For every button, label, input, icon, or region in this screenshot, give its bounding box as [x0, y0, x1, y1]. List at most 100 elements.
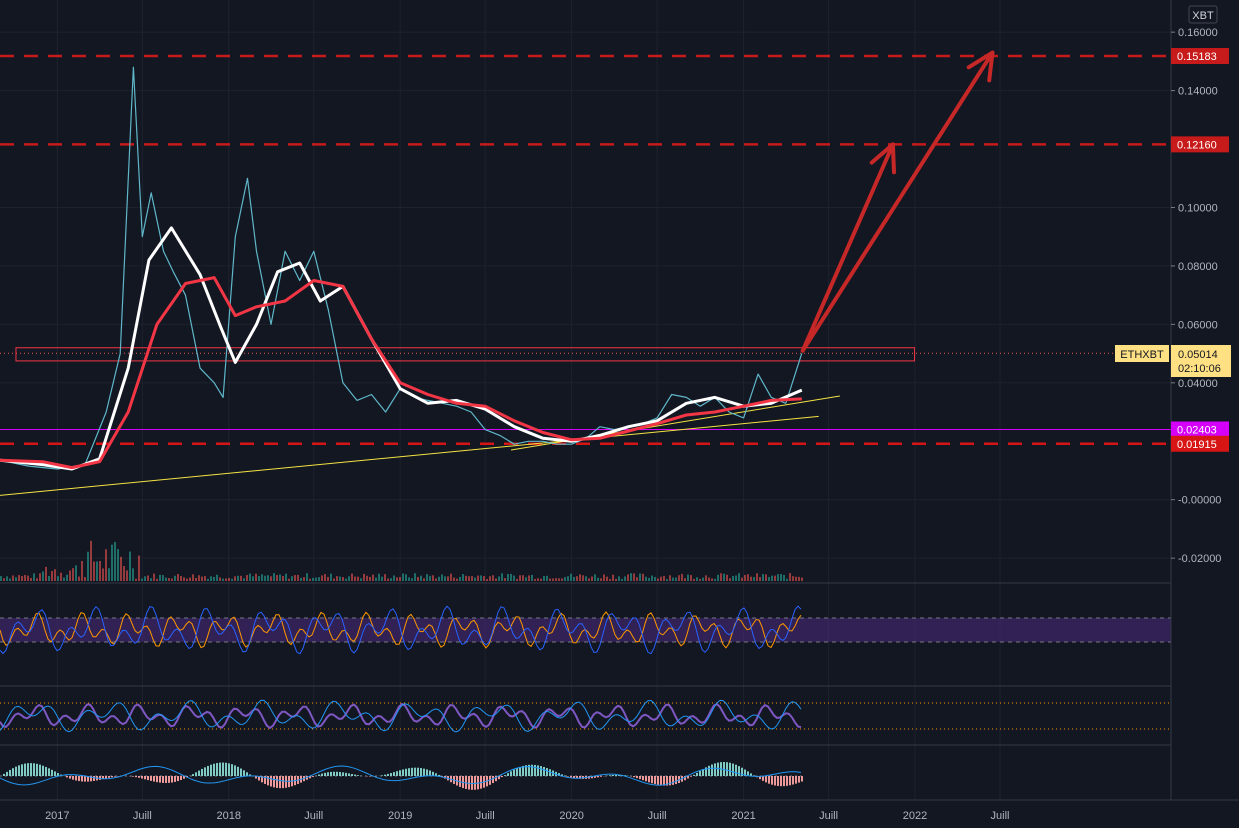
volume-bar: [792, 576, 794, 581]
volume-bar: [141, 578, 143, 581]
volume-bar: [138, 555, 140, 581]
volume-bar: [570, 573, 572, 581]
resistance-zone: [15, 347, 916, 362]
volume-bar: [774, 575, 776, 581]
horizontal-levels: [0, 54, 1171, 446]
volume-bar: [156, 578, 158, 581]
histogram-bar: [615, 774, 617, 776]
histogram-bar: [651, 776, 653, 784]
volume-bar: [9, 578, 11, 581]
volume-bar: [384, 574, 386, 581]
volume-bar: [399, 577, 401, 581]
volume-bar: [597, 577, 599, 581]
trendline: [0, 415, 819, 496]
volume-bar: [183, 577, 185, 581]
histogram-bar: [513, 769, 515, 776]
price-tick-label: 0.06000: [1178, 319, 1218, 331]
volume-bar: [90, 540, 92, 581]
volume-bar: [174, 575, 176, 581]
histogram-bar: [471, 776, 473, 790]
volume-bar: [801, 577, 803, 581]
histogram-bar: [45, 766, 47, 776]
volume-bar: [777, 574, 779, 581]
histogram-bar: [507, 773, 509, 776]
histogram-bar: [216, 763, 218, 776]
histogram-bar: [618, 774, 620, 776]
volume-bar: [114, 541, 116, 581]
histogram-bar: [264, 776, 266, 784]
histogram-bar: [267, 776, 269, 786]
histogram-bar: [522, 765, 524, 776]
volume-bar: [780, 573, 782, 581]
volume-bar: [582, 575, 584, 581]
volume-bar: [720, 573, 722, 581]
volume-bar: [462, 574, 464, 581]
projection-arrow-head: [966, 50, 995, 83]
volume-bar: [366, 575, 368, 581]
histogram-bar: [132, 776, 134, 777]
volume-bar: [510, 573, 512, 581]
volume-bar: [738, 573, 740, 581]
time-tick-label: Juill: [991, 810, 1010, 822]
histogram-bar: [429, 770, 431, 776]
histogram-bar: [153, 776, 155, 782]
histogram-bar: [171, 776, 173, 783]
volume-bar: [588, 578, 590, 581]
volume-bar: [273, 573, 275, 581]
volume-bar: [477, 575, 479, 581]
histogram-bar: [693, 774, 695, 776]
volume-bar: [537, 578, 539, 581]
volume-bar: [165, 577, 167, 581]
volume-bar: [342, 577, 344, 581]
histogram-bar: [324, 772, 326, 776]
volume-bar: [45, 566, 47, 581]
volume-bar: [120, 556, 122, 581]
volume-bar: [687, 574, 689, 581]
histogram-bar: [42, 765, 44, 776]
volume-bar: [213, 576, 215, 581]
volume-bar: [450, 573, 452, 581]
volume-bar: [669, 575, 671, 581]
volume-bar: [507, 573, 509, 581]
histogram-bar: [510, 771, 512, 776]
projection-arrow-shaft: [800, 50, 995, 353]
histogram-bar: [9, 769, 11, 776]
volume-bar: [741, 577, 743, 581]
histogram-bar: [546, 768, 548, 776]
volume-bar: [324, 574, 326, 581]
histogram-bar: [750, 773, 752, 776]
histogram-bar: [633, 776, 635, 778]
indicator-line: [0, 699, 802, 733]
volume-bar: [390, 578, 392, 581]
price-axis[interactable]: [1171, 0, 1239, 800]
currency-badge[interactable]: [1188, 5, 1218, 24]
volume-bar: [81, 560, 83, 581]
volume-bar: [750, 576, 752, 581]
histogram-bar: [102, 776, 104, 780]
histogram-bar: [210, 764, 212, 776]
currency-label: XBT: [1192, 10, 1214, 22]
histogram-bar: [768, 776, 770, 784]
volume-bar: [420, 575, 422, 581]
volume-bar: [795, 576, 797, 581]
histogram-bar: [426, 769, 428, 776]
time-tick-label: Juill: [476, 810, 495, 822]
volume-bar: [783, 574, 785, 581]
volume-bar: [54, 569, 56, 581]
volume-bar: [411, 578, 413, 581]
volume-bar: [153, 573, 155, 581]
time-axis[interactable]: 2017 Juill 2018 Juill 2019 Juill 2020 Juill 2021…: [45, 810, 1009, 822]
histogram-bar: [726, 762, 728, 776]
histogram-bar: [579, 776, 581, 779]
histogram-bar: [777, 776, 779, 786]
volume-bar: [501, 573, 503, 581]
current-price-badge[interactable]: [1171, 345, 1231, 377]
histogram-bar: [771, 776, 773, 785]
symbol-tag[interactable]: [1115, 345, 1169, 362]
histogram-bar: [48, 768, 50, 776]
histogram-bar: [795, 776, 797, 784]
volume-bar: [207, 578, 209, 581]
volume-bar: [441, 574, 443, 581]
volume-bar: [555, 578, 557, 581]
